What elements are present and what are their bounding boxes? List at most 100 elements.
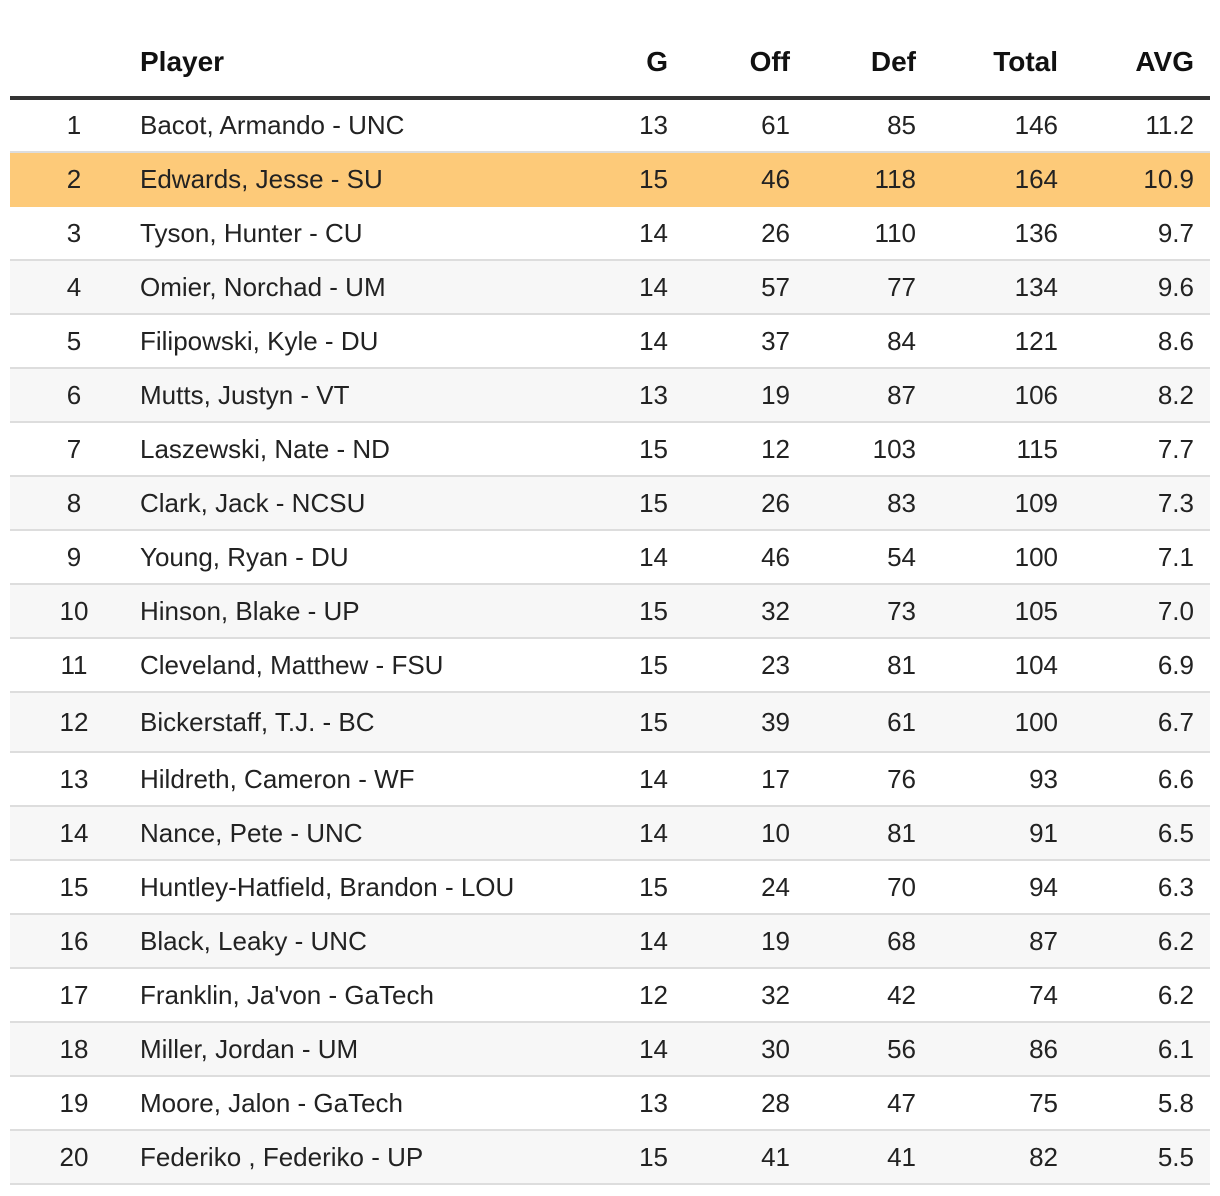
header-total: Total [916,0,1058,100]
cell-defensive: 110 [790,206,916,261]
cell-defensive: 81 [790,806,916,861]
cell-player: Filipowski, Kyle - DU [138,314,544,369]
cell-offensive: 41 [668,1130,790,1185]
cell-average: 6.6 [1058,752,1210,807]
cell-games: 14 [544,914,668,969]
cell-offensive: 12 [668,422,790,477]
cell-rank: 8 [10,476,138,531]
cell-rank: 6 [10,368,138,423]
cell-defensive: 70 [790,860,916,915]
cell-rank: 1 [10,98,138,153]
cell-average: 7.1 [1058,530,1210,585]
header-defensive: Def [790,0,916,100]
cell-games: 14 [544,752,668,807]
cell-defensive: 81 [790,638,916,693]
cell-games: 12 [544,968,668,1023]
cell-offensive: 19 [668,914,790,969]
cell-player: Hinson, Blake - UP [138,584,544,639]
cell-games: 15 [544,638,668,693]
cell-games: 13 [544,98,668,153]
cell-player: Laszewski, Nate - ND [138,422,544,477]
cell-average: 6.2 [1058,914,1210,969]
cell-player: Black, Leaky - UNC [138,914,544,969]
cell-average: 6.2 [1058,968,1210,1023]
table-body: 1 Bacot, Armando - UNC 13 61 85 146 11.2 2 Edwar… [10,98,1210,1185]
cell-average: 8.2 [1058,368,1210,423]
cell-offensive: 26 [668,476,790,531]
cell-games: 15 [544,152,668,207]
table-row: 14 Nance, Pete - UNC 14 10 81 91 6.5 [10,806,1210,861]
cell-rank: 10 [10,584,138,639]
cell-total: 94 [916,860,1058,915]
cell-defensive: 87 [790,368,916,423]
cell-offensive: 28 [668,1076,790,1131]
cell-average: 6.3 [1058,860,1210,915]
cell-defensive: 77 [790,260,916,315]
cell-total: 87 [916,914,1058,969]
cell-defensive: 83 [790,476,916,531]
table-row: 2 Edwards, Jesse - SU 15 46 118 164 10.9 [10,152,1210,207]
cell-player: Miller, Jordan - UM [138,1022,544,1077]
table-row: 15 Huntley-Hatfield, Brandon - LOU 15 24 70 9… [10,860,1210,915]
cell-rank: 17 [10,968,138,1023]
cell-offensive: 19 [668,368,790,423]
cell-offensive: 37 [668,314,790,369]
cell-average: 5.8 [1058,1076,1210,1131]
cell-defensive: 56 [790,1022,916,1077]
cell-offensive: 61 [668,98,790,153]
cell-total: 121 [916,314,1058,369]
cell-rank: 12 [10,692,138,753]
cell-offensive: 23 [668,638,790,693]
cell-player: Bickerstaff, T.J. - BC [138,692,544,753]
cell-defensive: 118 [790,152,916,207]
cell-games: 15 [544,860,668,915]
cell-offensive: 32 [668,968,790,1023]
cell-average: 6.9 [1058,638,1210,693]
cell-total: 105 [916,584,1058,639]
cell-total: 106 [916,368,1058,423]
cell-total: 146 [916,98,1058,153]
cell-rank: 15 [10,860,138,915]
cell-player: Edwards, Jesse - SU [138,152,544,207]
cell-defensive: 73 [790,584,916,639]
table-row: 8 Clark, Jack - NCSU 15 26 83 109 7.3 [10,476,1210,531]
cell-defensive: 85 [790,98,916,153]
cell-player: Franklin, Ja'von - GaTech [138,968,544,1023]
cell-defensive: 76 [790,752,916,807]
cell-total: 100 [916,692,1058,753]
cell-offensive: 10 [668,806,790,861]
cell-rank: 7 [10,422,138,477]
cell-defensive: 54 [790,530,916,585]
cell-total: 93 [916,752,1058,807]
cell-rank: 19 [10,1076,138,1131]
cell-defensive: 42 [790,968,916,1023]
cell-games: 13 [544,368,668,423]
cell-games: 14 [544,206,668,261]
table-row: 7 Laszewski, Nate - ND 15 12 103 115 7.7 [10,422,1210,477]
table-row: 3 Tyson, Hunter - CU 14 26 110 136 9.7 [10,206,1210,261]
header-offensive: Off [668,0,790,100]
cell-games: 15 [544,1130,668,1185]
cell-defensive: 61 [790,692,916,753]
cell-player: Clark, Jack - NCSU [138,476,544,531]
cell-defensive: 68 [790,914,916,969]
cell-average: 10.9 [1058,152,1210,207]
cell-games: 14 [544,530,668,585]
cell-offensive: 39 [668,692,790,753]
table-row: 1 Bacot, Armando - UNC 13 61 85 146 11.2 [10,98,1210,153]
cell-rank: 9 [10,530,138,585]
table-row: 18 Miller, Jordan - UM 14 30 56 86 6.1 [10,1022,1210,1077]
cell-average: 11.2 [1058,98,1210,153]
cell-player: Mutts, Justyn - VT [138,368,544,423]
cell-games: 15 [544,584,668,639]
header-games: G [544,0,668,100]
table-row: 12 Bickerstaff, T.J. - BC 15 39 61 100 6.7 [10,692,1210,753]
cell-total: 75 [916,1076,1058,1131]
cell-games: 14 [544,260,668,315]
table-row: 11 Cleveland, Matthew - FSU 15 23 81 104 6.9 [10,638,1210,693]
cell-total: 115 [916,422,1058,477]
cell-player: Moore, Jalon - GaTech [138,1076,544,1131]
cell-rank: 13 [10,752,138,807]
cell-total: 74 [916,968,1058,1023]
cell-games: 15 [544,422,668,477]
